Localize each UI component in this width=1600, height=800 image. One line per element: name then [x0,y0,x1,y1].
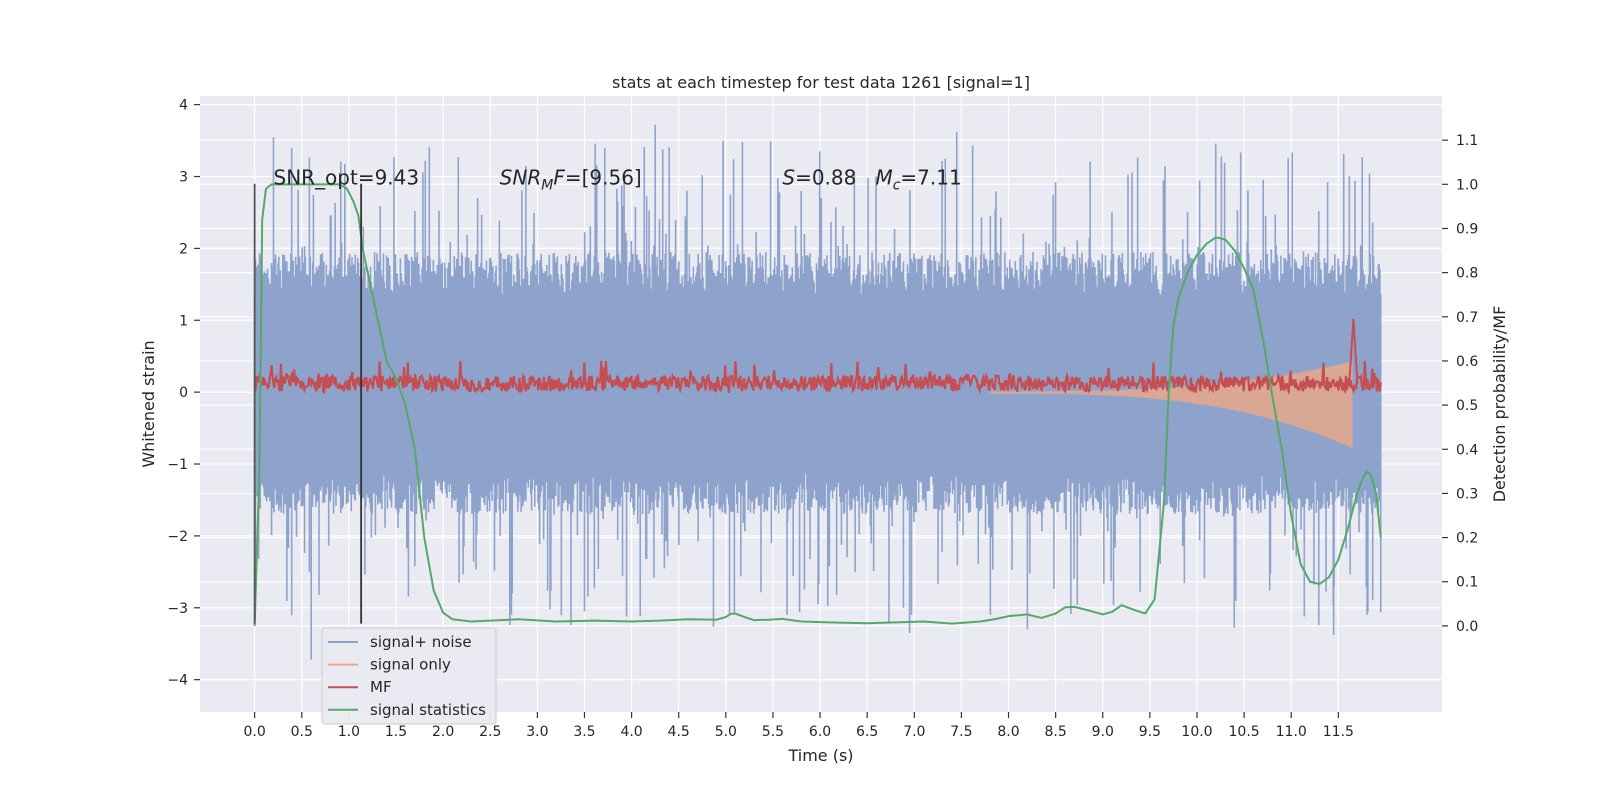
x-tick-label: 1.5 [385,724,407,740]
x-tick-label: 7.0 [903,724,925,740]
y-tick-label: −3 [167,601,188,617]
annotations: SNR_opt=9.43 SNRMF=[9.56] S=0.88 Mc=7.11 [274,166,962,194]
mf-peak [1348,318,1359,384]
series-signal-statistics [253,183,1382,626]
y-axis: −4 −3 −2 −1 0 1 2 3 4 [167,98,200,689]
x-tick-label: 3.5 [573,724,595,740]
annotation-part: M [541,178,553,194]
x-tick-label: 10.5 [1229,724,1260,740]
annotation-part: M [875,166,892,190]
annotation-1: SNRMF=[9.56] [500,166,642,194]
x-tick-label: 2.5 [479,724,501,740]
y-tick-label: −1 [167,457,188,473]
y2-axis: 0.0 0.1 0.2 0.3 0.4 0.5 0.6 0.7 0.8 0.9 1.0 1.1 [1442,133,1478,635]
y-tick-label: 0 [179,385,188,401]
y2-tick-label: 0.7 [1456,310,1478,326]
vertical-markers [253,183,363,624]
y2-tick-label: 0.3 [1456,486,1478,502]
chart-title: stats at each timestep for test data 126… [612,73,1030,92]
y-tick-label: 3 [179,170,188,186]
x-tick-label: 9.5 [1139,724,1161,740]
y2-tick-label: 0.4 [1456,442,1478,458]
x-tick-label: 9.0 [1092,724,1114,740]
y2-tick-label: 0.8 [1456,266,1478,282]
y2-tick-label: 0.5 [1456,398,1478,414]
y2-tick-label: 0.6 [1456,354,1478,370]
y2-tick-label: 0.2 [1456,531,1478,547]
legend-box [321,627,497,725]
y-tick-label: 2 [179,241,188,257]
annotation-part: =[9.56] [565,166,642,190]
x-tick-label: 5.5 [762,724,784,740]
annotation-part: SNR [500,166,542,190]
x-tick-label: 2.0 [432,724,454,740]
x-tick-label: 0.5 [291,724,313,740]
annotation-part: SNR_opt=9.43 [274,166,420,190]
x-tick-label: 3.0 [526,724,548,740]
legend-label: signal+ noise [370,633,472,651]
mf-trace [253,360,1382,396]
x-tick-label: 8.0 [997,724,1019,740]
legend-label: signal only [370,656,451,674]
y-tick-label: −4 [167,673,188,689]
y-tick-label: 1 [179,313,188,329]
annotation-part: =0.88 [795,166,875,190]
annotation-part: S [782,166,795,190]
legend-label: signal statistics [370,701,486,719]
annotation-0: SNR_opt=9.43 [274,166,420,190]
y2-tick-label: 0.0 [1456,619,1478,635]
x-tick-label: 6.0 [809,724,831,740]
x-tick-label: 11.5 [1323,724,1354,740]
x-tick-label: 4.0 [620,724,642,740]
x-tick-label: 5.0 [715,724,737,740]
y2-tick-label: 1.1 [1456,133,1478,149]
x-axis: 0.0 0.5 1.0 1.5 2.0 2.5 3.0 3.5 4.0 4.5 5.0 5.5 6.0 6… [244,712,1354,740]
legend-label: MF [370,678,392,696]
annotation-part: c [893,178,901,194]
legend: signal+ noise signal only MF signal statist… [321,627,497,725]
y-axis-label: Whitened strain [139,340,158,467]
y2-tick-label: 0.9 [1456,221,1478,237]
y-tick-label: 4 [179,98,188,114]
x-tick-label: 4.5 [668,724,690,740]
x-axis-label: Time (s) [787,746,853,765]
x-tick-label: 8.5 [1045,724,1067,740]
x-tick-label: 10.0 [1181,724,1212,740]
y2-axis-label: Detection probability/MF [1490,306,1509,503]
y2-tick-label: 1.0 [1456,177,1478,193]
x-tick-label: 0.0 [244,724,266,740]
y2-tick-label: 0.1 [1456,575,1478,591]
annotation-part: =7.11 [900,166,961,190]
y-tick-label: −2 [167,529,188,545]
annotation-part: F [553,166,565,190]
x-tick-label: 7.5 [950,724,972,740]
annotation-2: S=0.88 Mc=7.11 [782,166,961,194]
x-tick-label: 1.0 [338,724,360,740]
series-layer [253,124,1382,660]
series-mf [253,318,1382,396]
x-tick-label: 11.0 [1276,724,1307,740]
x-tick-label: 6.5 [856,724,878,740]
